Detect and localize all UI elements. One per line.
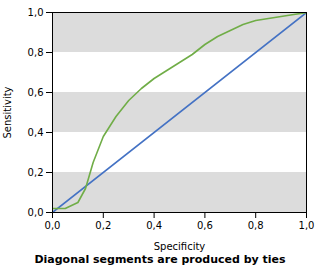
svg-text:Specificity: Specificity bbox=[154, 241, 206, 252]
svg-text:0,2: 0,2 bbox=[95, 220, 111, 231]
svg-text:0,4: 0,4 bbox=[28, 127, 44, 138]
svg-text:0,4: 0,4 bbox=[146, 220, 162, 231]
svg-text:1,0: 1,0 bbox=[28, 7, 44, 18]
svg-text:0,8: 0,8 bbox=[28, 47, 44, 58]
svg-text:0,0: 0,0 bbox=[28, 207, 44, 218]
svg-text:0,8: 0,8 bbox=[248, 220, 264, 231]
svg-text:0,6: 0,6 bbox=[28, 87, 44, 98]
svg-text:0,6: 0,6 bbox=[197, 220, 213, 231]
svg-text:0,0: 0,0 bbox=[45, 220, 61, 231]
svg-text:1,0: 1,0 bbox=[299, 220, 315, 231]
html-text:Diagonal segments are produced: Diagonal segments are produced by ties bbox=[34, 253, 286, 266]
svg-text:Sensitivity: Sensitivity bbox=[2, 86, 13, 138]
svg-text:0,2: 0,2 bbox=[28, 167, 44, 178]
